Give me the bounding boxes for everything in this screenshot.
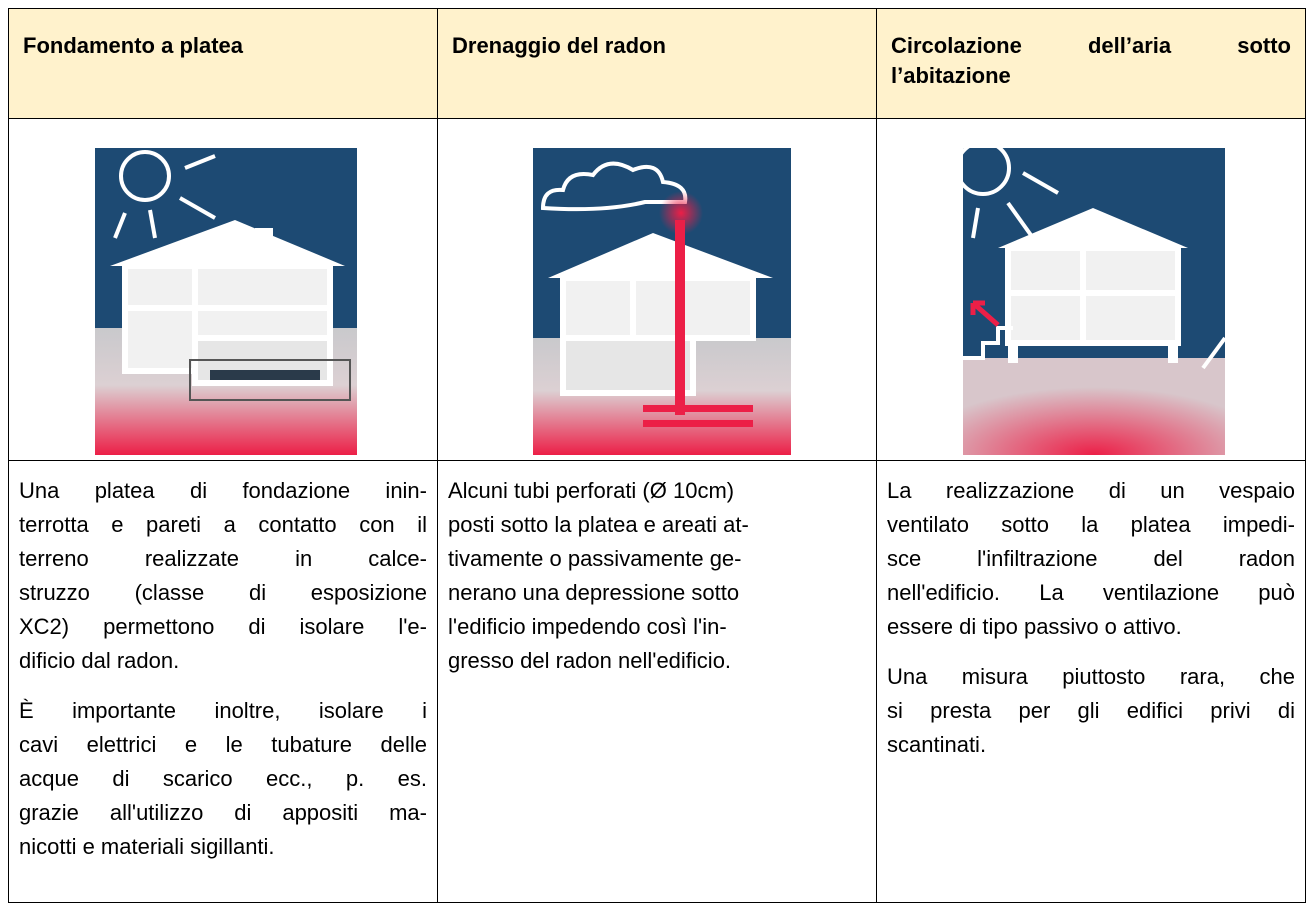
image-cell (8, 118, 438, 461)
text-line: Una platea di fondazione inin- (19, 478, 427, 503)
paragraph: Alcuni tubi perforati (Ø 10cm) posti sott… (448, 474, 866, 678)
text-line: tivamente o passivamente ge- (448, 546, 742, 571)
text-line: dificio dal radon. (19, 648, 180, 673)
text-line: La realizzazione di un vespaio (887, 478, 1295, 503)
text-line: si presta per gli edifici privi di (887, 698, 1295, 723)
text-line: essere di tipo passivo o attivo. (887, 614, 1182, 639)
illustration-drain (533, 148, 791, 455)
paragraph: È importante inoltre, isolare i cavi elet… (19, 694, 427, 864)
text-line: gresso del radon nell'edificio. (448, 648, 732, 673)
text-line: È importante inoltre, isolare i (19, 698, 427, 723)
image-cell (437, 118, 877, 461)
paragraph: Una misura piuttosto rara, che si presta … (887, 660, 1295, 762)
image-cell (876, 118, 1306, 461)
text-cell: La realizzazione di un vespaio ventilato … (876, 460, 1306, 903)
text-line: XC2) permettono di isolare l'e- (19, 614, 427, 639)
table: Fondamento a platea Drenaggio del radon … (8, 8, 1306, 903)
paragraph: La realizzazione di un vespaio ventilato … (887, 474, 1295, 644)
text-line: grazie all'utilizzo di appositi ma- (19, 800, 427, 825)
text-line: posti sotto la platea e areati at- (448, 512, 749, 537)
text-line: scantinati. (887, 732, 987, 757)
header-cell: Circolazione dell’aria sotto l’abitazion… (876, 8, 1306, 119)
text-line: nerano una depressione sotto (448, 580, 740, 605)
text-line: acque di scarico ecc., p. es. (19, 766, 427, 791)
illustration-slab (95, 148, 357, 455)
illustration-ventilation (963, 148, 1225, 455)
paragraph: Una platea di fondazione inin-terrotta e… (19, 474, 427, 678)
text-line: terreno realizzate in calce- (19, 546, 427, 571)
text-cell: Alcuni tubi perforati (Ø 10cm) posti sott… (437, 460, 877, 903)
text-line: Una misura piuttosto rara, che (887, 664, 1295, 689)
text-line: l'edificio impedendo così l'in- (448, 614, 727, 639)
text-line: ventilato sotto la platea impedi- (887, 512, 1295, 537)
header-cell: Drenaggio del radon (437, 8, 877, 119)
text-line: Alcuni tubi perforati (Ø 10cm) (448, 478, 735, 503)
text-line: cavi elettrici e le tubature delle (19, 732, 427, 757)
header-cell: Fondamento a platea (8, 8, 438, 119)
text-cell: Una platea di fondazione inin-terrotta e… (8, 460, 438, 903)
text-line: struzzo (classe di esposizione (19, 580, 427, 605)
text-line: terrotta e pareti a contatto con il (19, 512, 427, 537)
text-line: nicotti e materiali sigillanti. (19, 834, 275, 859)
text-line: sce l'infiltrazione del radon (887, 546, 1295, 571)
text-line: nell'edificio. La ventilazione può (887, 580, 1295, 605)
